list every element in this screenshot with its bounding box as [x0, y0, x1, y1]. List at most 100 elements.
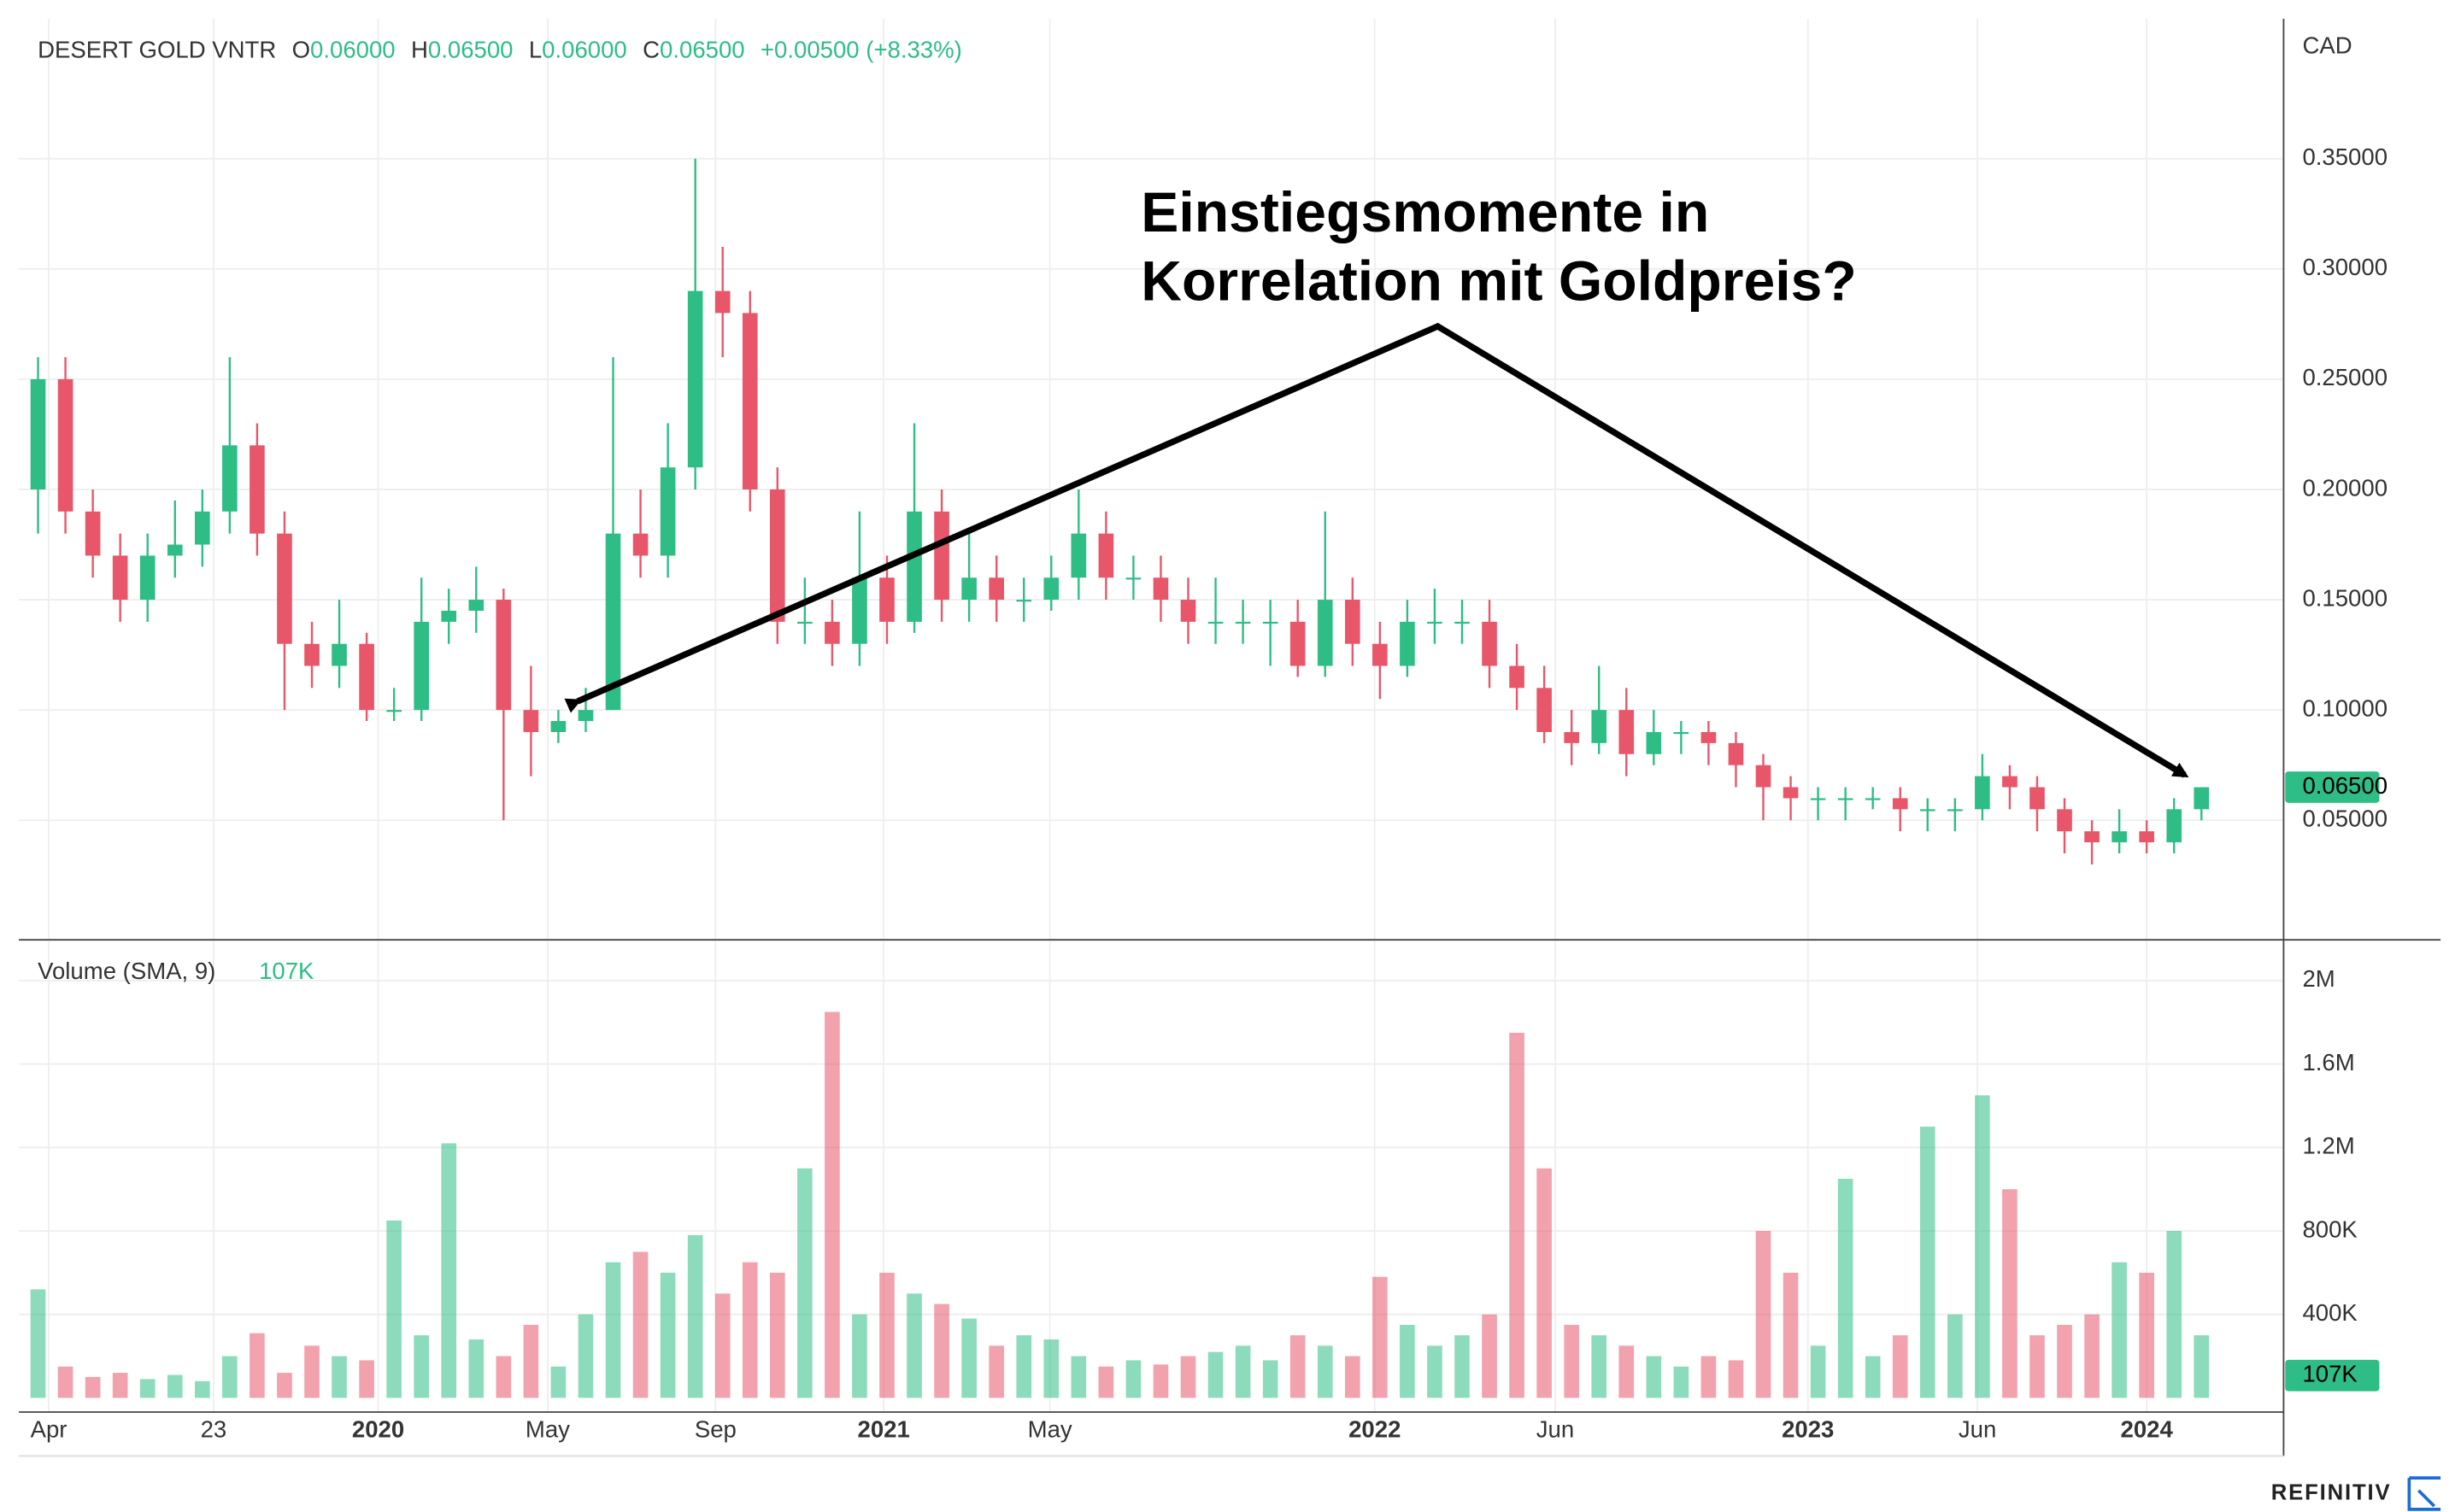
annotation: Korrelation mit Goldpreis?: [1141, 250, 1856, 314]
candle-body: [1919, 809, 1935, 812]
y2-tick-label: 1.6M: [2302, 1049, 2354, 1075]
volume-bar: [1783, 1272, 1799, 1398]
candle-body: [1618, 710, 1635, 754]
volume-bar: [2029, 1335, 2045, 1398]
volume-bar: [2166, 1231, 2182, 1398]
x-tick-label: Sep: [695, 1415, 737, 1442]
volume-bar: [825, 1011, 840, 1398]
volume-bar: [769, 1272, 785, 1398]
candle-body: [1427, 621, 1442, 624]
candle-body: [250, 445, 265, 534]
y2-tick-label: 800K: [2302, 1216, 2358, 1242]
volume-bar: [1975, 1095, 1990, 1398]
volume-bar: [441, 1143, 457, 1398]
volume-bar: [1892, 1335, 1908, 1398]
candle-body: [1646, 731, 1662, 754]
x-tick-label: Jun: [1959, 1415, 1996, 1442]
volume-bar: [797, 1168, 813, 1398]
candle-body: [632, 533, 649, 556]
volume-bar: [277, 1373, 292, 1398]
y2-tick-label: 400K: [2302, 1299, 2358, 1326]
y2-tick-label: 2M: [2302, 965, 2335, 992]
volume-bar: [1400, 1324, 1415, 1398]
candle-body: [852, 577, 867, 644]
candle-body: [879, 577, 895, 622]
volume-bar: [1700, 1356, 1717, 1398]
volume-bar: [85, 1376, 101, 1398]
volume-bar: [1098, 1366, 1114, 1398]
header: DESERT GOLD VNTR O0.06000 H0.06500 L0.06000…: [38, 37, 962, 63]
y2-tick-label: 1.2M: [2302, 1133, 2354, 1159]
header-item: O: [292, 37, 310, 63]
last-price-tag: 0.06500: [2302, 772, 2388, 799]
candle-body: [797, 621, 813, 624]
candle-body: [57, 378, 73, 512]
candle-body: [139, 555, 156, 601]
volume-bar: [2057, 1324, 2072, 1398]
candle-body: [1372, 643, 1388, 666]
volume-bar: [1016, 1335, 1032, 1398]
y-tick-label: 0.05000: [2302, 806, 2388, 832]
candle-body: [1071, 533, 1087, 578]
volume-bar: [660, 1272, 676, 1398]
volume-bar: [1673, 1366, 1689, 1398]
candle-body: [1975, 776, 1990, 810]
candle-body: [523, 710, 539, 732]
header-item: H: [411, 37, 428, 63]
candle-body: [30, 378, 46, 489]
volume-bar: [523, 1324, 539, 1398]
candle-body: [468, 600, 485, 611]
candle-body: [359, 643, 374, 711]
x-tick-label: 2024: [2121, 1415, 2174, 1442]
volume-bar: [1344, 1356, 1360, 1398]
volume-bar: [1947, 1314, 1963, 1398]
candle-body: [1947, 809, 1963, 812]
candle-body: [2194, 787, 2210, 810]
volume-bar: [1646, 1356, 1662, 1398]
candle-body: [742, 313, 758, 489]
volume-bar: [605, 1262, 621, 1398]
volume-bar: [2139, 1272, 2154, 1398]
candle-body: [2002, 776, 2018, 788]
header-item: 0.06500: [660, 37, 745, 63]
x-tick-label: May: [526, 1415, 570, 1442]
candle-body: [332, 643, 347, 666]
arrow: [564, 322, 2189, 778]
volume-bar: [496, 1356, 512, 1398]
header-item: DESERT GOLD VNTR: [38, 37, 276, 63]
volume-bar: [1289, 1335, 1306, 1398]
volume-bar: [1071, 1356, 1087, 1398]
volume-bar: [1865, 1356, 1881, 1398]
volume-bar: [332, 1356, 347, 1398]
volume-bar: [632, 1251, 649, 1398]
header-item: 0.06500: [428, 37, 514, 63]
candle-body: [907, 511, 922, 622]
volume-bar: [742, 1262, 758, 1398]
volume-bar: [57, 1366, 73, 1398]
volume-bar: [250, 1333, 265, 1398]
volume-bar: [2002, 1189, 2018, 1398]
candle-body: [222, 445, 238, 512]
volume-bar: [1591, 1335, 1607, 1398]
volume-bar: [934, 1304, 949, 1398]
candle-body: [1207, 621, 1224, 624]
candle-body: [1125, 577, 1142, 580]
volume-bar: [1482, 1314, 1497, 1398]
volume-bar: [989, 1345, 1004, 1398]
candle-body: [277, 533, 292, 644]
volume-bar: [1509, 1032, 1524, 1398]
x-tick-label: 2020: [352, 1415, 404, 1442]
candle-body: [660, 467, 676, 556]
volume-bar: [1235, 1345, 1251, 1398]
candle-body: [2112, 831, 2127, 843]
volume-bar: [386, 1220, 402, 1398]
candle-body: [1400, 621, 1415, 666]
candle-body: [112, 555, 128, 601]
candle-body: [1289, 621, 1306, 666]
candle-body: [1344, 600, 1360, 644]
volume-bar: [2112, 1262, 2127, 1398]
x-tick-label: 2022: [1348, 1415, 1401, 1442]
volume-bar: [2194, 1335, 2210, 1398]
volume-bar: [112, 1373, 128, 1398]
candle-body: [714, 290, 731, 314]
